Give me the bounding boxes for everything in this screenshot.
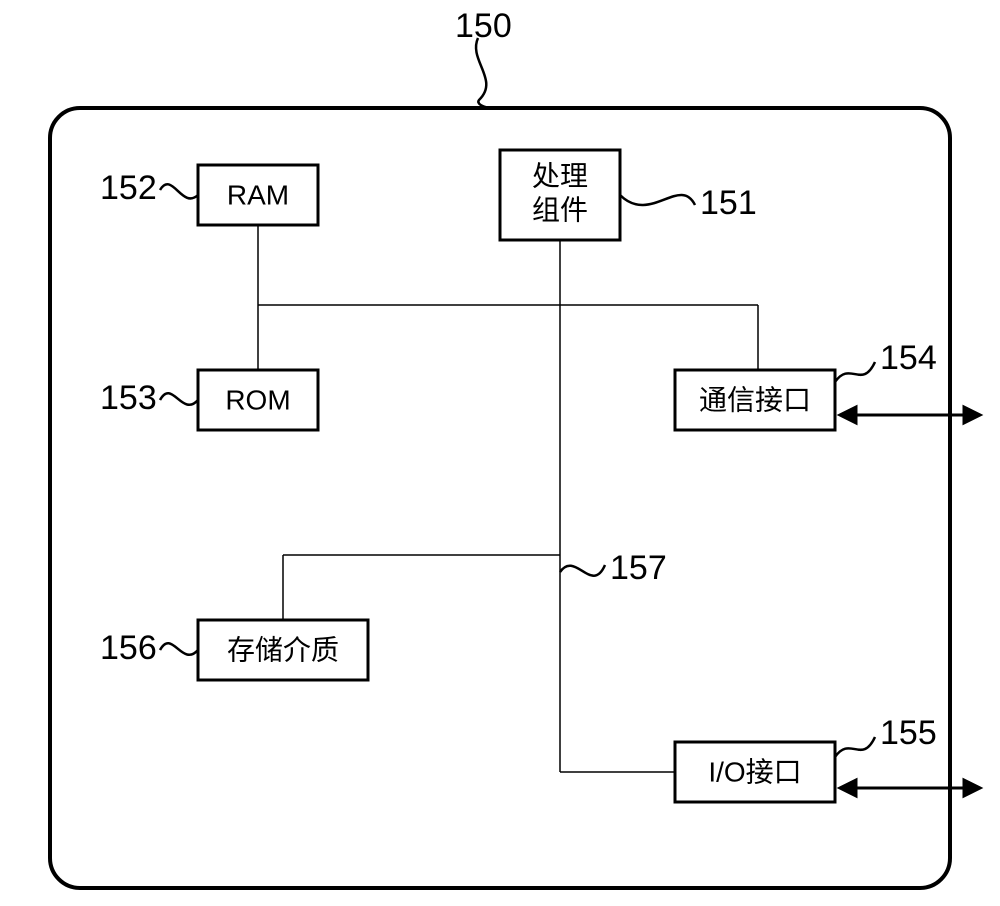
node-proc: 处理 组件 — [500, 150, 620, 240]
ref-label-151: 151 — [700, 184, 757, 222]
node-comm: 通信接口 — [675, 370, 835, 430]
ref-label-153: 153 — [100, 379, 157, 417]
node-storage: 存储介质 — [198, 620, 368, 680]
bus-lines — [258, 225, 758, 772]
node-io: I/O接口 — [675, 742, 835, 802]
ref-label-155: 155 — [880, 714, 937, 752]
node-io-label: I/O接口 — [708, 756, 801, 787]
node-proc-label-2: 组件 — [532, 194, 588, 225]
node-comm-label: 通信接口 — [699, 384, 811, 415]
node-ram-label: RAM — [227, 179, 289, 210]
ref-label-157: 157 — [610, 549, 667, 587]
ref-label-154: 154 — [880, 339, 937, 377]
ref-label-152: 152 — [100, 169, 157, 207]
node-ram: RAM — [198, 165, 318, 225]
node-proc-label-1: 处理 — [532, 160, 588, 191]
node-rom: ROM — [198, 370, 318, 430]
node-storage-label: 存储介质 — [227, 634, 339, 665]
ref-label-150: 150 — [455, 7, 512, 45]
node-rom-label: ROM — [225, 384, 290, 415]
block-diagram: RAM 处理 组件 ROM 通信接口 存储介质 I/O接口 — [0, 0, 1000, 906]
ref-label-156: 156 — [100, 629, 157, 667]
